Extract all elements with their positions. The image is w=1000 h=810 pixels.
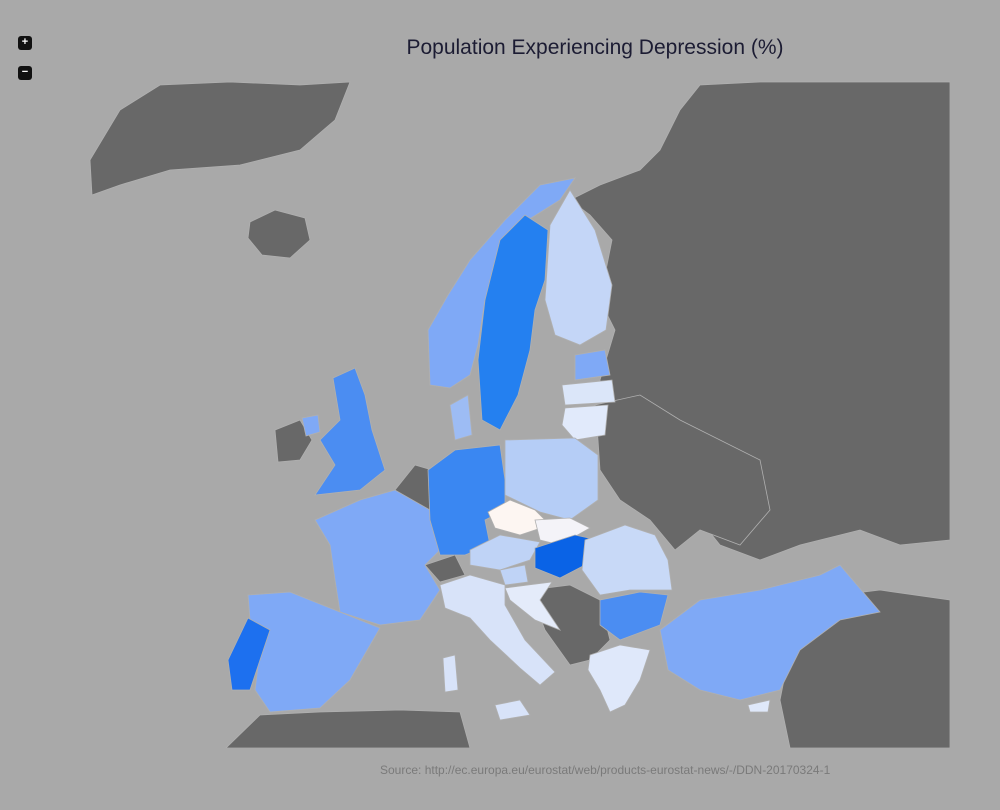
region-sweden[interactable]	[477, 214, 549, 431]
region-greenland[interactable]	[89, 81, 351, 196]
region-austria[interactable]	[469, 534, 541, 571]
region-germany[interactable]	[427, 444, 506, 556]
region-western-balkans[interactable]	[529, 584, 611, 666]
region-lithuania[interactable]	[561, 404, 609, 441]
region-slovenia[interactable]	[499, 564, 529, 586]
region-estonia[interactable]	[574, 349, 611, 381]
region-sardinia[interactable]	[442, 654, 459, 693]
region-croatia[interactable]	[504, 581, 562, 631]
region-cyprus[interactable]	[747, 699, 771, 713]
region-romania[interactable]	[581, 524, 673, 596]
region-iceland[interactable]	[247, 209, 311, 259]
region-latvia[interactable]	[561, 379, 616, 406]
map-title: Population Experiencing Depression (%)	[406, 36, 784, 59]
zoom-controls: + −	[18, 36, 32, 96]
region-italy[interactable]	[439, 574, 556, 686]
region-switzerland[interactable]	[424, 554, 466, 583]
region-finland[interactable]	[544, 189, 613, 346]
region-greece[interactable]	[587, 644, 651, 713]
region-portugal[interactable]	[227, 617, 271, 691]
region-france[interactable]	[314, 489, 441, 626]
zoom-out-button[interactable]: −	[18, 66, 32, 80]
source-caption: Source: http://ec.europa.eu/eurostat/web…	[380, 763, 831, 777]
region-denmark[interactable]	[449, 394, 473, 441]
region-norway[interactable]	[427, 177, 576, 389]
region-sicily[interactable]	[494, 699, 531, 721]
zoom-in-button[interactable]: +	[18, 36, 32, 50]
region-turkey[interactable]	[659, 564, 881, 701]
region-bulgaria[interactable]	[599, 591, 669, 641]
region-ireland[interactable]	[274, 419, 313, 463]
choropleth-map[interactable]	[80, 80, 950, 748]
region-poland[interactable]	[504, 437, 599, 521]
region-belarus-ukraine[interactable]	[594, 394, 771, 551]
region-united-kingdom[interactable]	[314, 367, 386, 496]
region-north-africa[interactable]	[225, 709, 471, 748]
region-northern-ireland[interactable]	[301, 414, 321, 437]
